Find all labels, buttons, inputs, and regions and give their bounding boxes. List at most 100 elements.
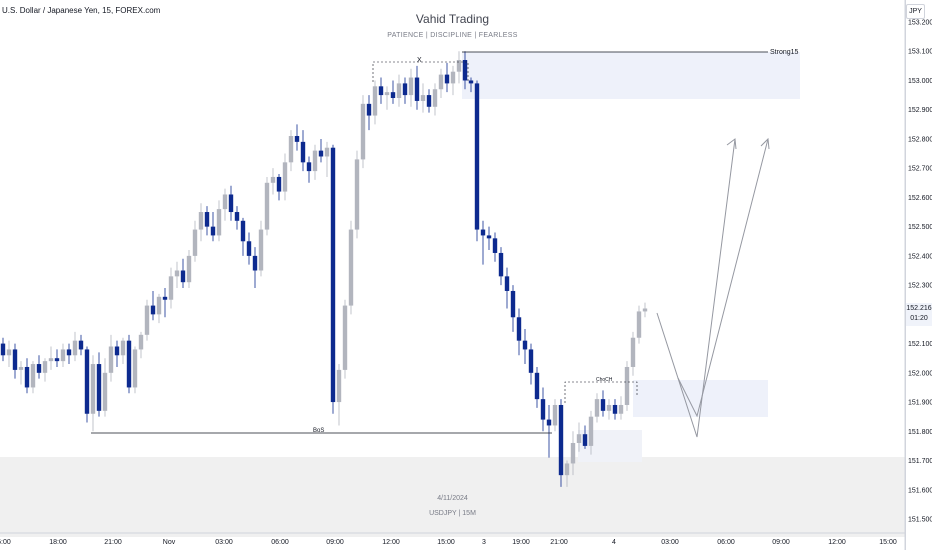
candle-body[interactable] <box>384 92 390 96</box>
candle-body[interactable] <box>594 399 600 417</box>
candle-body[interactable] <box>54 358 60 362</box>
candle-body[interactable] <box>570 442 576 464</box>
candle-body[interactable] <box>324 147 330 157</box>
candle-body[interactable] <box>204 212 210 227</box>
candle-body[interactable] <box>78 340 84 350</box>
candle-body[interactable] <box>132 349 138 388</box>
candle-body[interactable] <box>198 212 204 230</box>
candle-body[interactable] <box>18 366 24 370</box>
candle-body[interactable] <box>30 364 36 388</box>
candle-body[interactable] <box>606 404 612 411</box>
candle-body[interactable] <box>186 255 192 283</box>
candle-body[interactable] <box>222 194 228 210</box>
candle-body[interactable] <box>150 305 156 315</box>
candle-body[interactable] <box>126 340 132 388</box>
candle-body[interactable] <box>576 434 582 443</box>
candle-body[interactable] <box>282 162 288 192</box>
candle-body[interactable] <box>624 366 630 405</box>
candle-body[interactable] <box>174 270 180 277</box>
candle-body[interactable] <box>36 364 42 373</box>
candle-body[interactable] <box>642 308 648 312</box>
candle-body[interactable] <box>342 305 348 370</box>
candle-body[interactable] <box>48 358 54 362</box>
candle-body[interactable] <box>270 176 276 183</box>
candle-body[interactable] <box>348 229 354 306</box>
candle-body[interactable] <box>240 220 246 242</box>
candle-body[interactable] <box>582 434 588 446</box>
candle-body[interactable] <box>120 340 126 356</box>
candle-body[interactable] <box>84 349 90 414</box>
candle-body[interactable] <box>630 337 636 367</box>
candle-body[interactable] <box>504 276 510 291</box>
candle-body[interactable] <box>432 89 438 107</box>
candle-body[interactable] <box>612 404 618 414</box>
candle-body[interactable] <box>156 296 162 315</box>
candle-body[interactable] <box>138 334 144 350</box>
candle-body[interactable] <box>510 290 516 318</box>
candle-body[interactable] <box>372 86 378 116</box>
candle-body[interactable] <box>420 95 426 101</box>
candle-body[interactable] <box>258 229 264 271</box>
candle-body[interactable] <box>246 241 252 256</box>
candle-body[interactable] <box>414 77 420 101</box>
candle-body[interactable] <box>168 276 174 300</box>
candle-body[interactable] <box>522 340 528 350</box>
candle-body[interactable] <box>618 404 624 414</box>
candle-body[interactable] <box>516 317 522 341</box>
candle-body[interactable] <box>66 349 72 356</box>
candle-body[interactable] <box>228 194 234 213</box>
candle-body[interactable] <box>102 372 108 411</box>
candle-body[interactable] <box>210 226 216 236</box>
candle-body[interactable] <box>492 238 498 253</box>
candle-body[interactable] <box>6 349 12 356</box>
candle-body[interactable] <box>396 83 402 99</box>
candle-body[interactable] <box>468 80 474 84</box>
candle-body[interactable] <box>354 159 360 230</box>
candle-body[interactable] <box>162 296 168 300</box>
candle-body[interactable] <box>108 346 114 373</box>
candle-body[interactable] <box>336 369 342 403</box>
candle-body[interactable] <box>462 60 468 81</box>
candle-body[interactable] <box>552 404 558 426</box>
candle-body[interactable] <box>312 150 318 172</box>
candle-body[interactable] <box>264 182 270 230</box>
candle-body[interactable] <box>558 404 564 476</box>
candle-body[interactable] <box>234 212 240 221</box>
candle-body[interactable] <box>390 92 396 99</box>
candle-body[interactable] <box>0 343 6 356</box>
candle-body[interactable] <box>498 252 504 277</box>
candle-body[interactable] <box>474 83 480 230</box>
candle-body[interactable] <box>600 399 606 411</box>
candle-body[interactable] <box>24 366 30 388</box>
candle-body[interactable] <box>90 364 96 414</box>
candle-body[interactable] <box>378 86 384 96</box>
candle-body[interactable] <box>300 141 306 163</box>
candle-body[interactable] <box>318 150 324 157</box>
candle-body[interactable] <box>252 255 258 271</box>
candle-body[interactable] <box>546 419 552 426</box>
candle-body[interactable] <box>636 311 642 338</box>
candle-body[interactable] <box>486 235 492 239</box>
candle-body[interactable] <box>426 95 432 107</box>
candle-body[interactable] <box>588 416 594 446</box>
currency-button[interactable]: JPY <box>906 4 925 19</box>
candle-body[interactable] <box>360 103 366 160</box>
candle-body[interactable] <box>444 74 450 84</box>
candle-body[interactable] <box>534 372 540 400</box>
candle-body[interactable] <box>456 60 462 72</box>
candle-body[interactable] <box>72 340 78 356</box>
candle-body[interactable] <box>12 349 18 370</box>
candle-body[interactable] <box>216 209 222 236</box>
candle-body[interactable] <box>96 364 102 411</box>
candle-body[interactable] <box>402 83 408 96</box>
candle-body[interactable] <box>276 176 282 192</box>
candle-body[interactable] <box>288 136 294 163</box>
candle-body[interactable] <box>144 305 150 335</box>
candle-body[interactable] <box>528 349 534 373</box>
candle-body[interactable] <box>42 361 48 373</box>
candle-body[interactable] <box>366 103 372 116</box>
candle-body[interactable] <box>540 399 546 420</box>
candle-body[interactable] <box>564 463 570 476</box>
candle-body[interactable] <box>438 74 444 90</box>
